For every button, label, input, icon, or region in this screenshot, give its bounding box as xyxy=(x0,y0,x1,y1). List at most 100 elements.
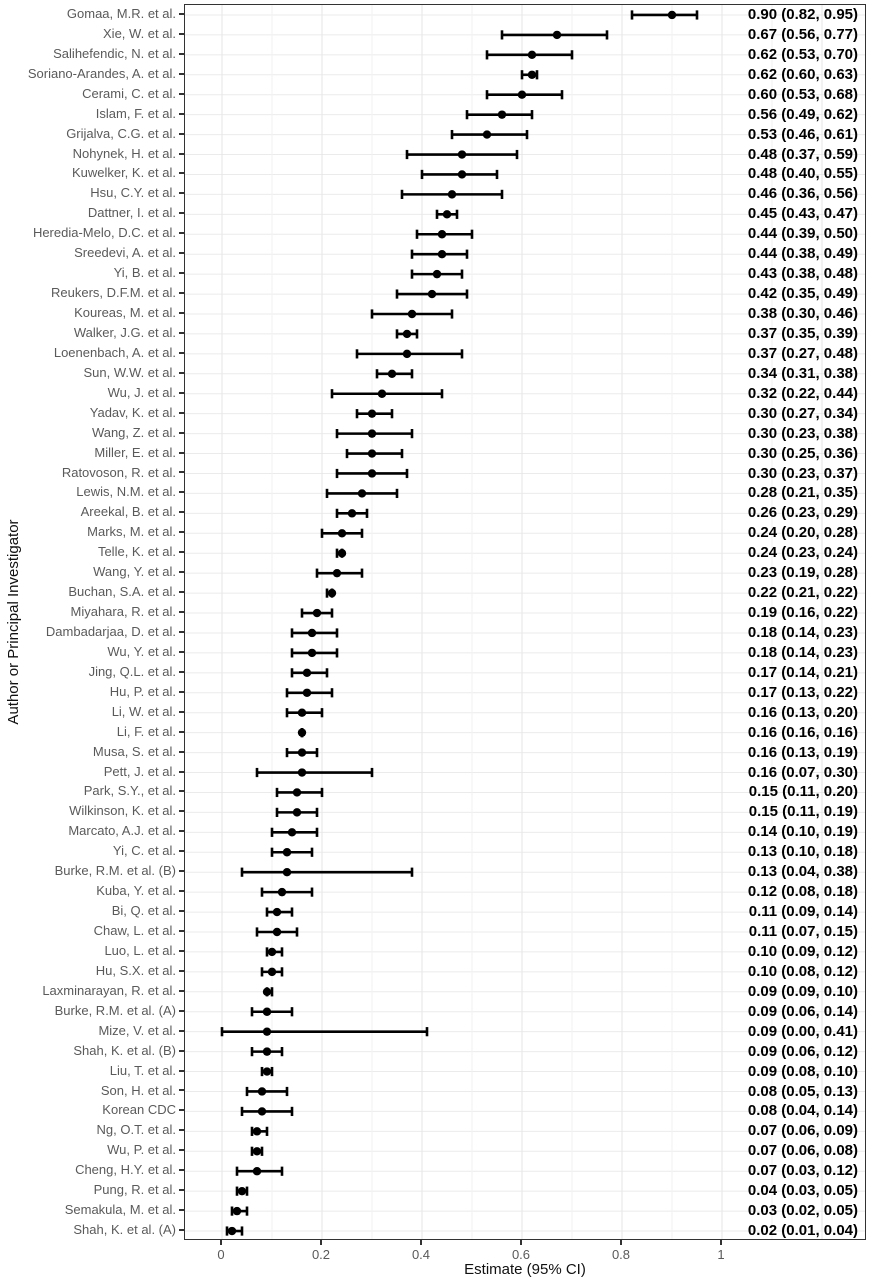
point-estimate-marker xyxy=(262,1047,272,1056)
point-estimate-marker xyxy=(402,349,412,359)
y-axis-tick xyxy=(179,730,184,733)
point-estimate-marker xyxy=(282,848,292,857)
estimate-label: 0.14 (0.10, 0.19) xyxy=(747,823,858,841)
y-axis-tick xyxy=(179,850,184,853)
estimate-label: 0.10 (0.09, 0.12) xyxy=(747,942,858,960)
estimate-label: 0.09 (0.06, 0.14) xyxy=(747,1002,858,1020)
estimate-label: 0.09 (0.08, 0.10) xyxy=(747,1062,858,1080)
point-estimate-marker xyxy=(367,449,377,458)
author-label: Musa, S. et al. xyxy=(92,743,176,759)
estimate-label: 0.03 (0.02, 0.05) xyxy=(747,1202,858,1220)
estimate-label: 0.09 (0.00, 0.41) xyxy=(747,1022,858,1040)
estimate-label: 0.30 (0.23, 0.37) xyxy=(747,464,858,482)
point-estimate-marker xyxy=(297,708,307,717)
point-estimate-marker xyxy=(367,409,377,418)
point-estimate-marker xyxy=(457,170,467,179)
author-label: Dattner, I. et al. xyxy=(87,205,176,221)
point-estimate-marker xyxy=(387,369,397,379)
author-label: Nohynek, H. et al. xyxy=(72,145,176,161)
point-estimate-marker xyxy=(237,1186,247,1196)
author-label: Laxminarayan, R. et al. xyxy=(42,982,176,998)
author-label: Shah, K. et al. (B) xyxy=(73,1042,176,1058)
point-estimate-marker xyxy=(367,469,377,478)
author-label: Jing, Q.L. et al. xyxy=(88,663,176,679)
point-estimate-marker xyxy=(432,269,442,279)
author-label: Ng, O.T. et al. xyxy=(96,1122,176,1138)
point-estimate-marker xyxy=(292,788,302,797)
y-axis-tick xyxy=(179,1089,184,1092)
author-label: Li, F. et al. xyxy=(116,723,176,739)
point-estimate-marker xyxy=(262,1067,272,1076)
y-axis-tick xyxy=(179,232,184,235)
point-estimate-marker xyxy=(302,688,312,697)
estimate-label: 0.04 (0.03, 0.05) xyxy=(747,1182,858,1200)
estimate-label: 0.16 (0.13, 0.19) xyxy=(747,743,858,761)
y-axis-tick xyxy=(179,152,184,155)
author-label: Sun, W.W. et al. xyxy=(83,364,176,380)
y-axis-tick xyxy=(179,1109,184,1112)
author-label: Ratovoson, R. et al. xyxy=(61,464,176,480)
estimate-label: 0.24 (0.20, 0.28) xyxy=(747,524,858,542)
point-estimate-marker xyxy=(292,808,302,817)
author-label: Liu, T. et al. xyxy=(109,1062,176,1078)
author-label: Reukers, D.F.M. et al. xyxy=(51,285,176,301)
y-axis-tick xyxy=(179,1169,184,1172)
y-axis-tick xyxy=(179,790,184,793)
point-estimate-marker xyxy=(337,549,347,558)
x-axis-tick xyxy=(220,1240,222,1245)
estimate-label: 0.11 (0.09, 0.14) xyxy=(748,903,858,921)
point-estimate-marker xyxy=(302,668,312,678)
y-axis-tick xyxy=(179,471,184,474)
estimate-label: 0.24 (0.23, 0.24) xyxy=(747,544,858,562)
estimate-label: 0.48 (0.40, 0.55) xyxy=(747,165,858,183)
point-estimate-marker xyxy=(497,110,507,119)
point-estimate-marker xyxy=(457,150,467,159)
author-label: Gomaa, M.R. et al. xyxy=(66,6,176,21)
estimate-label: 0.56 (0.49, 0.62) xyxy=(747,105,858,123)
author-label: Li, W. et al. xyxy=(111,703,176,719)
point-estimate-marker xyxy=(312,608,322,618)
point-estimate-marker xyxy=(332,568,342,578)
x-tick-label: 0.4 xyxy=(411,1247,431,1262)
y-axis-tick xyxy=(179,770,184,773)
estimate-label: 0.44 (0.39, 0.50) xyxy=(747,225,858,243)
x-axis-tick xyxy=(720,1240,722,1245)
y-axis-tick xyxy=(179,312,184,314)
y-axis-tick xyxy=(179,930,184,932)
point-estimate-marker xyxy=(252,1147,262,1156)
y-axis-tick xyxy=(179,351,184,354)
point-estimate-marker xyxy=(437,230,447,239)
estimate-label: 0.37 (0.35, 0.39) xyxy=(747,324,858,342)
author-label: Wu, P. et al. xyxy=(107,1142,176,1158)
estimate-label: 0.16 (0.13, 0.20) xyxy=(747,703,858,721)
estimate-label: 0.13 (0.04, 0.38) xyxy=(747,863,858,881)
estimate-label: 0.17 (0.13, 0.22) xyxy=(747,683,858,701)
estimate-label: 0.15 (0.11, 0.19) xyxy=(748,803,858,821)
y-axis-tick xyxy=(179,551,184,554)
estimate-label: 0.17 (0.14, 0.21) xyxy=(747,663,858,681)
y-axis-tick xyxy=(179,670,184,673)
y-axis-tick xyxy=(179,1049,184,1052)
author-label: Marks, M. et al. xyxy=(87,524,176,540)
y-axis-tick xyxy=(179,451,184,454)
author-label: Kuba, Y. et al. xyxy=(96,883,176,899)
author-label: Walker, J.G. et al. xyxy=(73,324,176,340)
y-axis-tick xyxy=(179,630,184,633)
author-label: Lewis, N.M. et al. xyxy=(76,484,176,500)
point-estimate-marker xyxy=(227,1226,237,1236)
x-tick-label: 1 xyxy=(717,1247,725,1262)
author-label: Miyahara, R. et al. xyxy=(70,604,177,620)
forest-plot-canvas xyxy=(185,5,865,1239)
author-label: Park, S.Y., et al. xyxy=(83,783,176,799)
author-label: Areekal, B. et al. xyxy=(80,504,176,520)
estimate-label: 0.09 (0.06, 0.12) xyxy=(747,1042,858,1060)
estimate-label: 0.62 (0.53, 0.70) xyxy=(747,45,858,63)
point-estimate-marker xyxy=(267,947,277,957)
y-axis-tick xyxy=(179,1009,184,1012)
estimate-label: 0.53 (0.46, 0.61) xyxy=(747,125,858,143)
y-axis-tick xyxy=(179,1209,184,1212)
estimate-label: 0.37 (0.27, 0.48) xyxy=(747,344,858,362)
y-axis-tick xyxy=(179,810,184,813)
estimate-label: 0.32 (0.22, 0.44) xyxy=(747,384,858,402)
